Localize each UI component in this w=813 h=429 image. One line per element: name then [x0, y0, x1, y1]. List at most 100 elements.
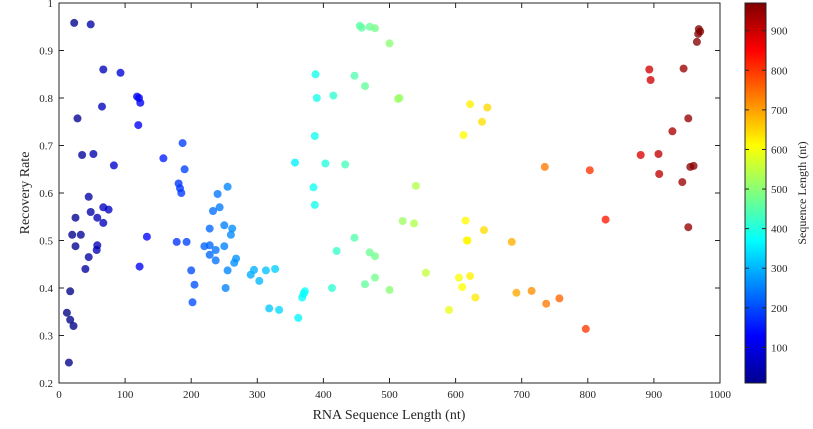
data-point: [410, 219, 418, 228]
data-point: [73, 114, 82, 123]
data-point: [71, 242, 80, 251]
data-point: [542, 299, 551, 308]
colorbar-tick-label: 100: [771, 342, 788, 354]
data-point: [459, 131, 468, 140]
data-point: [209, 207, 217, 215]
data-point: [81, 265, 90, 273]
data-point: [329, 91, 338, 100]
data-point: [93, 241, 102, 250]
y-tick-label: 0.7: [39, 141, 53, 153]
data-point: [220, 242, 229, 251]
data-point: [321, 159, 330, 168]
x-tick-label: 0: [56, 389, 62, 401]
data-point: [205, 241, 214, 250]
data-point: [507, 237, 516, 246]
data-point: [461, 216, 470, 225]
colorbar-ticks: 100 200 300 400 500 600 700 800 900: [745, 26, 788, 354]
plot-area: [58, 2, 721, 384]
data-point: [104, 205, 113, 214]
data-point: [480, 226, 488, 235]
data-point: [255, 276, 264, 285]
data-point: [84, 253, 93, 262]
colorbar-label: Sequence Length (nt): [795, 141, 809, 244]
y-tick-label: 0.3: [39, 331, 53, 343]
data-point: [136, 98, 145, 107]
data-point: [70, 18, 79, 27]
data-point: [205, 224, 214, 233]
data-point: [66, 315, 75, 324]
data-point: [684, 223, 693, 232]
colorbar-tick-label: 300: [771, 263, 788, 275]
data-point: [540, 162, 549, 171]
data-point: [636, 151, 645, 159]
data-point: [177, 189, 186, 197]
data-point: [645, 65, 654, 74]
data-point: [98, 102, 106, 111]
data-point: [454, 273, 463, 282]
x-tick-label: 200: [183, 389, 200, 401]
data-point: [646, 76, 655, 84]
data-point: [172, 237, 181, 246]
data-point: [134, 121, 143, 130]
data-point: [411, 181, 420, 190]
data-point: [398, 217, 407, 225]
data-point: [213, 190, 222, 198]
data-point: [483, 103, 492, 112]
data-point: [478, 117, 486, 126]
data-point: [512, 288, 521, 297]
data-point: [69, 322, 78, 330]
data-point: [350, 233, 359, 242]
y-tick-label: 0.2: [39, 378, 53, 390]
x-tick-label: 300: [249, 389, 266, 401]
data-point: [361, 82, 369, 91]
y-axis-label: Recovery Rate: [18, 152, 33, 235]
x-tick-label: 700: [513, 389, 530, 401]
data-point: [109, 161, 118, 170]
x-tick-label: 800: [580, 389, 597, 401]
data-point: [310, 132, 319, 140]
x-tick-label: 500: [381, 389, 398, 401]
data-point: [463, 236, 472, 245]
data-point: [458, 283, 467, 292]
data-point: [178, 139, 187, 148]
data-point: [205, 250, 214, 259]
data-point: [180, 165, 189, 174]
data-point: [466, 100, 475, 109]
data-point: [99, 218, 108, 227]
x-tick-label: 400: [315, 389, 332, 401]
data-point: [696, 27, 705, 36]
data-point: [361, 280, 369, 289]
data-point: [265, 304, 274, 313]
y-tick-label: 0.5: [39, 236, 53, 248]
x-axis-label: RNA Sequence Length (nt): [313, 408, 466, 423]
data-point: [527, 286, 536, 295]
data-point: [68, 230, 77, 239]
data-point: [190, 280, 199, 289]
data-point: [357, 23, 366, 32]
data-point: [371, 273, 379, 282]
data-point: [395, 94, 404, 102]
data-point: [84, 192, 93, 201]
data-point: [261, 266, 270, 275]
data-point: [211, 246, 220, 254]
data-point: [223, 266, 232, 275]
colorbar-tick-label: 800: [771, 65, 788, 77]
data-point: [654, 150, 663, 158]
data-point: [99, 65, 108, 74]
data-point: [385, 285, 394, 294]
data-point: [89, 150, 98, 158]
data-point: [250, 265, 258, 274]
colorbar-tick-label: 500: [771, 184, 788, 196]
x-tick-label: 1000: [709, 389, 732, 401]
data-point: [76, 230, 85, 239]
data-point: [678, 178, 687, 187]
colorbar-tick-label: 200: [771, 303, 788, 315]
data-point: [585, 166, 594, 175]
data-point: [226, 230, 235, 239]
colorbar-tick-label: 900: [771, 26, 788, 38]
data-point: [294, 313, 303, 322]
data-point: [328, 284, 336, 292]
data-point: [555, 294, 564, 303]
data-point: [187, 266, 196, 275]
